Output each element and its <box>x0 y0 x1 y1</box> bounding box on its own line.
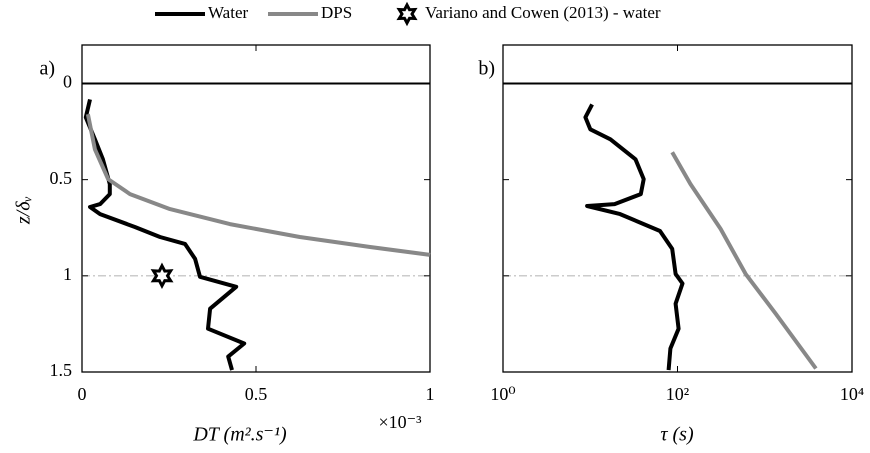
x-tick-label: 0.5 <box>245 384 268 404</box>
data-line <box>670 151 818 370</box>
y-axis-label: z/δᵥ <box>13 196 35 225</box>
data-line <box>83 98 247 371</box>
y-tick-label: 0.5 <box>50 168 73 188</box>
plot-area <box>81 44 431 373</box>
legend-symbol <box>396 1 418 27</box>
data-line <box>583 103 685 371</box>
x-tick-label: 10⁴ <box>840 384 864 404</box>
legend-label: Water <box>208 3 248 22</box>
x-multiplier: ×10⁻³ <box>378 412 422 432</box>
x-axis-label: DT (m².s⁻¹) <box>192 424 287 446</box>
data-line <box>85 113 431 257</box>
x-tick-label: 0 <box>78 384 87 404</box>
data-point <box>150 262 174 290</box>
panel-label: b) <box>478 58 495 80</box>
y-tick-label: 1 <box>63 264 72 284</box>
x-tick-label: 10² <box>666 384 689 404</box>
x-tick-label: 10⁰ <box>490 384 515 404</box>
x-tick-label: 1 <box>426 384 435 404</box>
x-axis-label: τ (s) <box>660 424 694 446</box>
legend-label: DPS <box>321 3 352 22</box>
y-tick-label: 1.5 <box>50 360 73 380</box>
y-tick-label: 0 <box>63 72 72 92</box>
legend-label: Variano and Cowen (2013) - water <box>425 3 661 22</box>
panel-label: a) <box>39 58 55 80</box>
